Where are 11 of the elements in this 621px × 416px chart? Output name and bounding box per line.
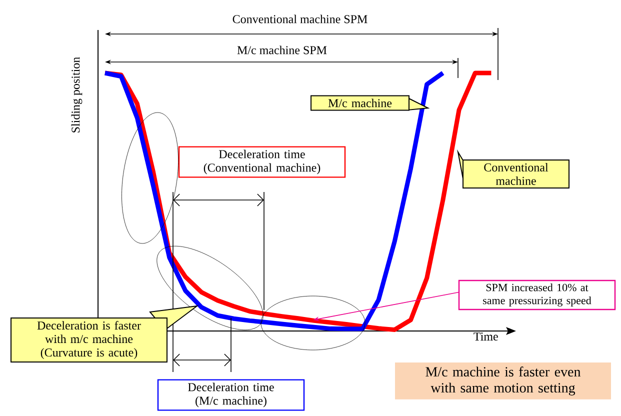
annotation: Deceleration is faster with m/c machine (Curvature is acute) [37, 320, 141, 360]
text: M/c machine [328, 98, 392, 108]
text: Deceleration time (M/c machine) [188, 382, 274, 408]
text: M/c machine is faster even with same motion setting [426, 366, 581, 396]
x-axis-title: Time [474, 332, 498, 341]
annotation: Deceleration time (Conventional machine) [204, 150, 320, 174]
text: Conventional machine [484, 163, 548, 185]
annotation: SPM increased 10% at same pressurizing speed [483, 284, 592, 306]
text: Conventional machine SPM [232, 14, 368, 24]
text: M/c machine SPM [237, 46, 327, 54]
y-axis-title: Sliding position [71, 57, 82, 132]
